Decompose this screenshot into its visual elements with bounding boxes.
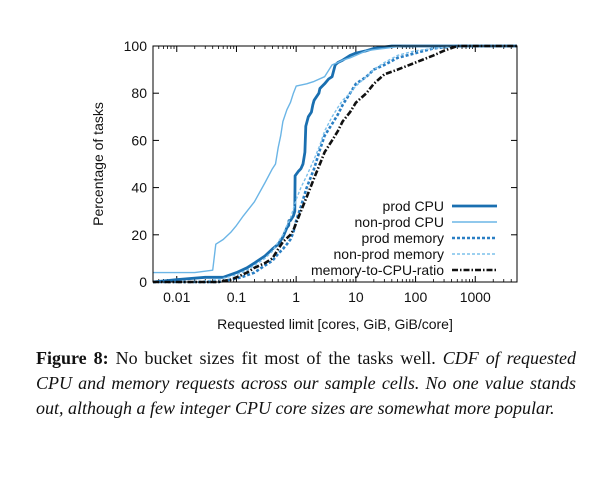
legend-label: non-prod CPU: [355, 214, 445, 230]
series-line-prod-memory: [153, 44, 517, 284]
series-line-non-prod-memory: [153, 45, 517, 283]
series-line-non-prod-cpu: [153, 45, 517, 274]
x-tick-label: 1: [292, 289, 300, 305]
y-tick-label: 0: [139, 274, 147, 290]
legend-label: memory-to-CPU-ratio: [311, 262, 444, 278]
ticks-layer: 0 20 40 60 80 100 0.01 0.1 1 10 100 1000: [124, 38, 517, 305]
x-axis-label: Requested limit [cores, GiB, GiB/core]: [217, 316, 453, 332]
lines-layer: [152, 44, 517, 284]
plot-frame: [152, 45, 518, 283]
x-tick-label: 1000: [460, 289, 491, 305]
caption-label: Figure 8:: [36, 348, 109, 368]
series-line-memory-to-cpu-ratio: [153, 44, 517, 284]
y-tick-label: 100: [124, 38, 148, 54]
legend-label: prod CPU: [383, 198, 444, 214]
figure-caption: Figure 8: No bucket sizes fit most of th…: [36, 346, 576, 421]
y-tick-label: 40: [131, 180, 147, 196]
legend-label: non-prod memory: [334, 246, 445, 262]
y-tick-label: 80: [131, 85, 147, 101]
x-tick-label: 0.1: [227, 289, 247, 305]
x-tick-label: 10: [348, 289, 364, 305]
x-tick-label: 100: [404, 289, 428, 305]
caption-summary: No bucket sizes fit most of the tasks we…: [108, 348, 443, 368]
x-tick-label: 0.01: [163, 289, 190, 305]
y-tick-label: 20: [131, 227, 147, 243]
y-tick-label: 60: [131, 132, 147, 148]
cdf-figure: 0 20 40 60 80 100 0.01 0.1 1 10 100 1000 prod CPU no…: [90, 38, 518, 332]
legend-label: prod memory: [362, 230, 444, 246]
caption-description: CDF of requested CPU and memory requests…: [36, 348, 576, 418]
y-axis-label: Percentage of tasks: [90, 102, 106, 226]
